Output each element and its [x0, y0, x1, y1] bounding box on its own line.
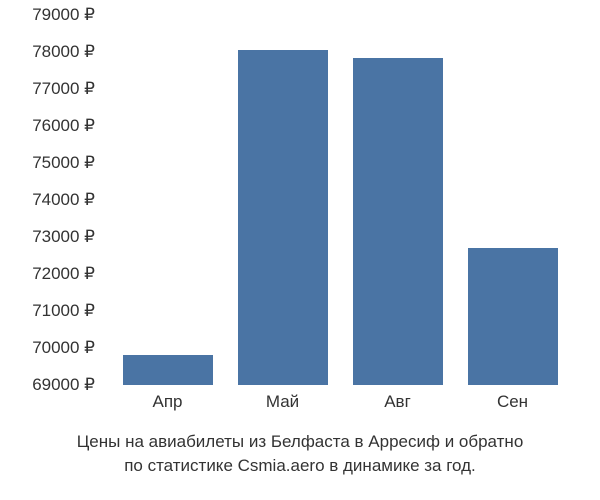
- y-tick-label: 76000 ₽: [32, 116, 95, 136]
- chart-caption: Цены на авиабилеты из Белфаста в Арресиф…: [0, 430, 600, 478]
- y-tick-label: 71000 ₽: [32, 301, 95, 321]
- bar-may: [238, 50, 328, 385]
- bar-wrapper: [118, 355, 218, 385]
- bar-wrapper: [348, 58, 448, 385]
- x-axis: Апр Май Авг Сен: [100, 392, 580, 412]
- bars-group: [100, 15, 580, 385]
- y-tick-label: 78000 ₽: [32, 42, 95, 62]
- x-tick-label: Авг: [348, 392, 448, 412]
- caption-line-1: Цены на авиабилеты из Белфаста в Арресиф…: [77, 432, 524, 451]
- y-axis: 69000 ₽ 70000 ₽ 71000 ₽ 72000 ₽ 73000 ₽ …: [0, 15, 95, 385]
- y-tick-label: 70000 ₽: [32, 338, 95, 358]
- caption-line-2: по статистике Csmia.aero в динамике за г…: [124, 456, 476, 475]
- x-tick-label: Апр: [118, 392, 218, 412]
- x-tick-label: Сен: [463, 392, 563, 412]
- plot-area: [100, 15, 580, 385]
- y-tick-label: 72000 ₽: [32, 264, 95, 284]
- y-tick-label: 75000 ₽: [32, 153, 95, 173]
- x-tick-label: Май: [233, 392, 333, 412]
- y-tick-label: 69000 ₽: [32, 375, 95, 395]
- bar-wrapper: [463, 248, 563, 385]
- bar-sep: [468, 248, 558, 385]
- y-tick-label: 73000 ₽: [32, 227, 95, 247]
- y-tick-label: 79000 ₽: [32, 5, 95, 25]
- y-tick-label: 77000 ₽: [32, 79, 95, 99]
- y-tick-label: 74000 ₽: [32, 190, 95, 210]
- bar-aug: [353, 58, 443, 385]
- price-chart: 69000 ₽ 70000 ₽ 71000 ₽ 72000 ₽ 73000 ₽ …: [0, 0, 600, 500]
- bar-wrapper: [233, 50, 333, 385]
- bar-apr: [123, 355, 213, 385]
